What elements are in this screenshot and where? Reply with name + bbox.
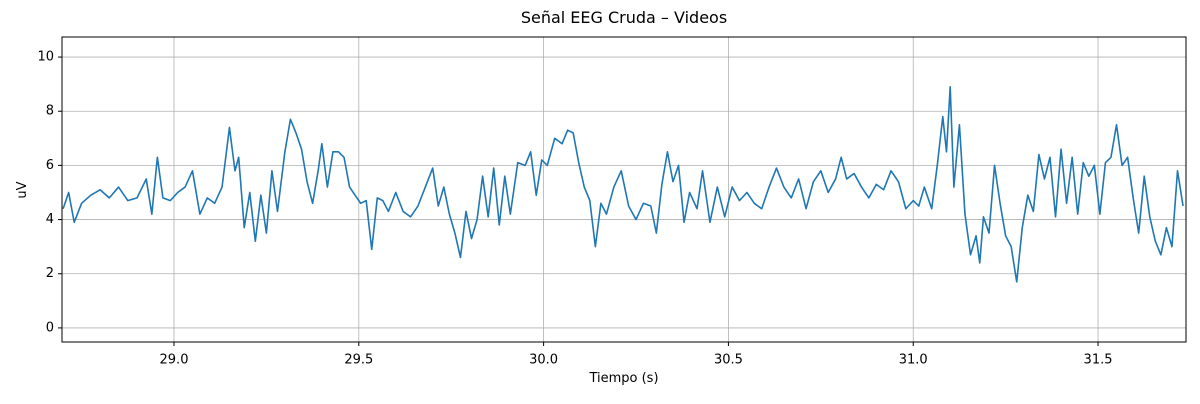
y-axis-label: uV [15,181,30,198]
chart-title: Señal EEG Cruda – Videos [521,8,727,27]
ticks: 29.0 29.5 30.0 30.5 31.0 31.5 0 2 4 6 8 10 [37,50,1112,368]
y-tick-label: 2 [46,266,54,281]
x-tick-label: 29.5 [344,353,373,368]
x-tick-label: 29.0 [160,353,189,368]
x-tick-label: 30.5 [714,353,743,368]
grid [62,37,1186,342]
x-axis-label: Tiempo (s) [588,371,658,386]
x-tick-label: 30.0 [529,353,558,368]
signal-line [62,86,1184,283]
y-tick-label: 8 [46,104,54,119]
plot-area [62,86,1184,283]
x-tick-label: 31.0 [899,353,928,368]
x-tick-label: 31.5 [1084,353,1113,368]
y-tick-label: 4 [46,212,54,227]
y-tick-label: 0 [46,320,54,335]
axes-frame [61,36,1187,343]
y-tick-label: 6 [46,158,54,173]
y-tick-label: 10 [37,50,54,65]
